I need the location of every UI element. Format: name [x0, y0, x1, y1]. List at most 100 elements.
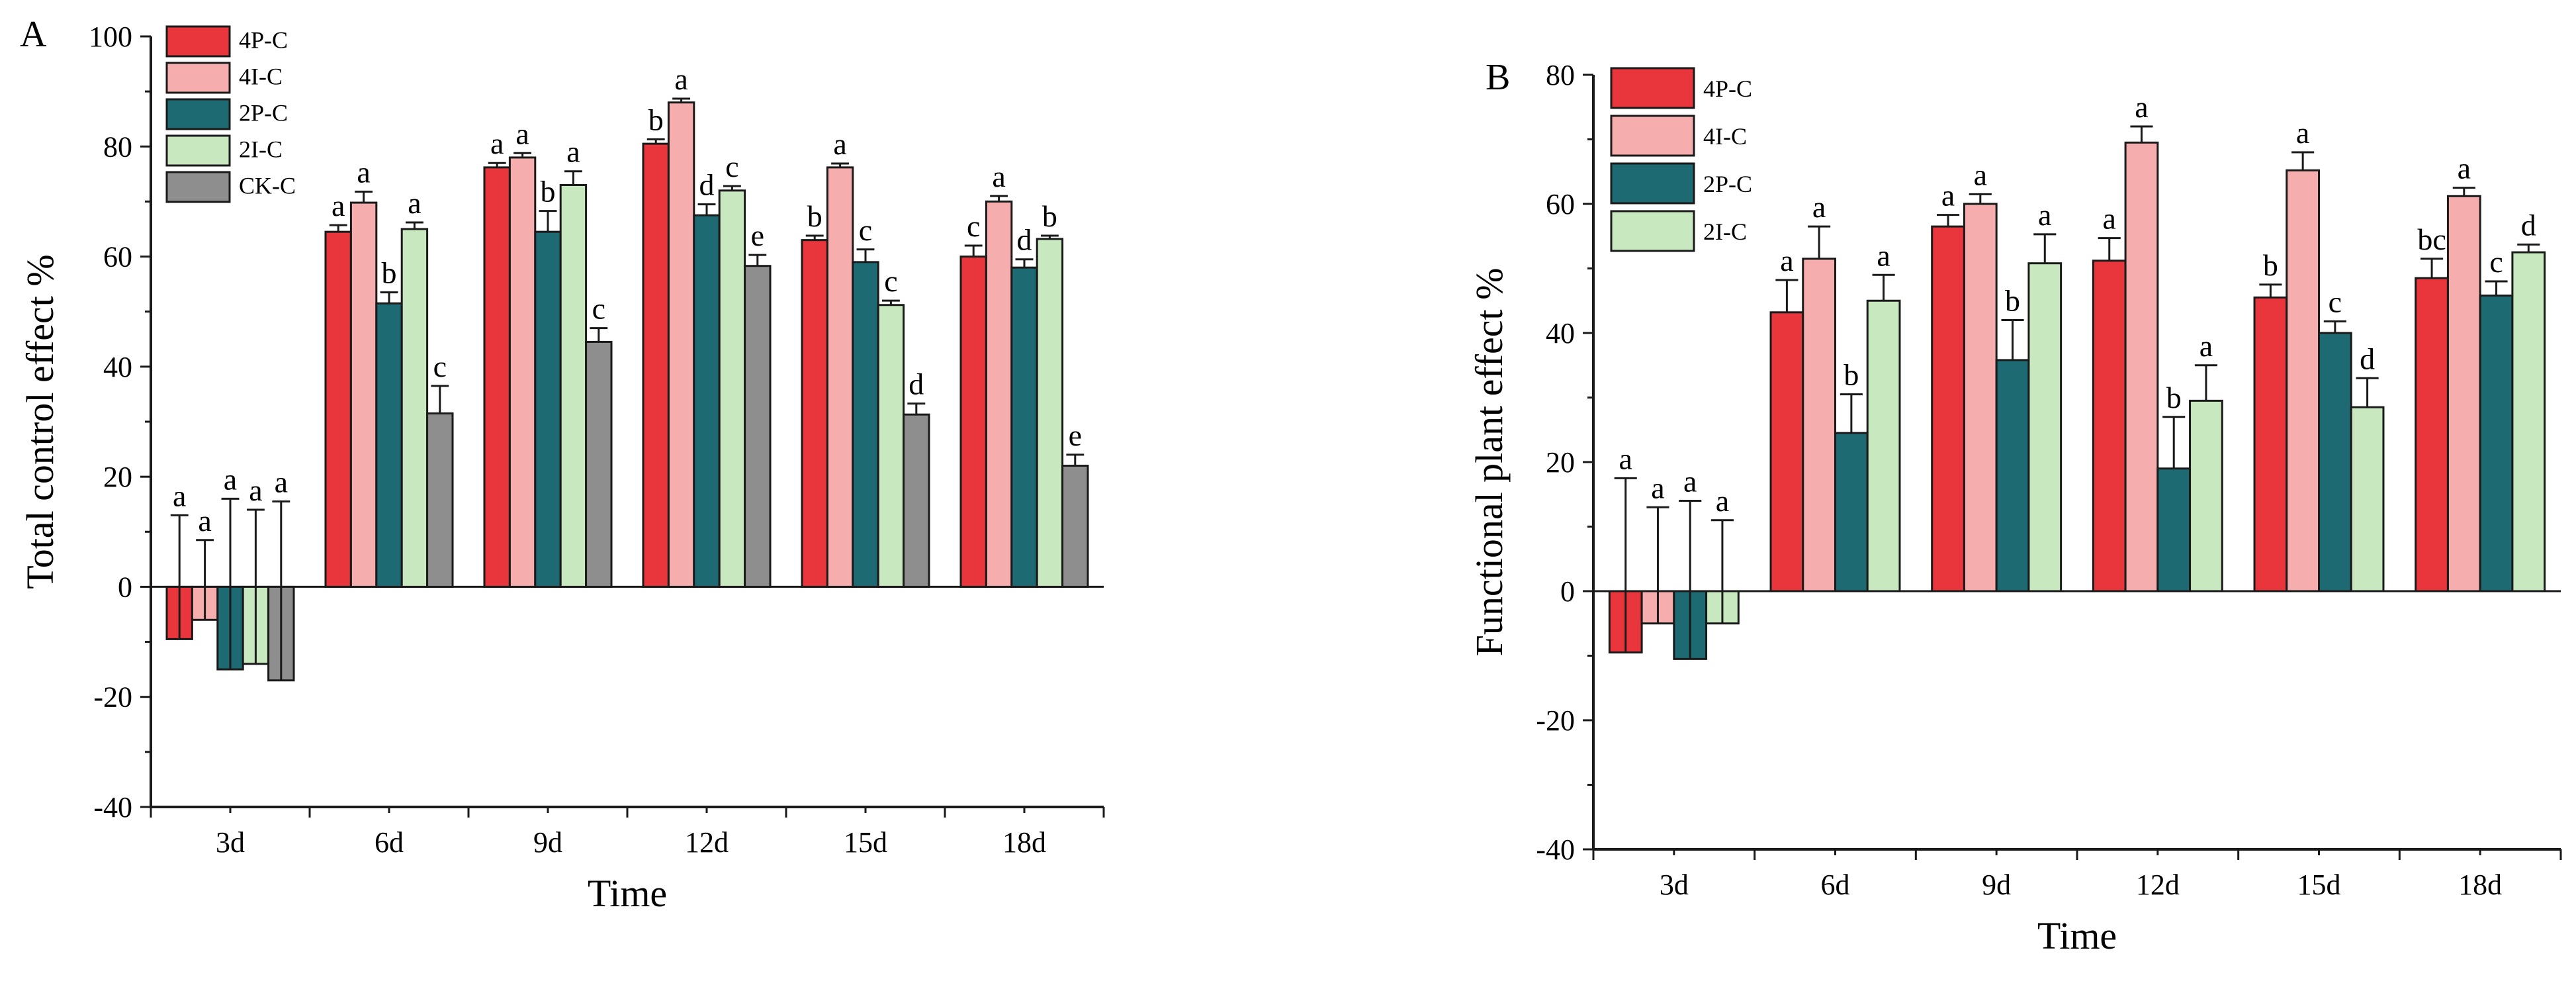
panel-b-bar: [2479, 294, 2514, 592]
panel-a-significance-letter: a: [674, 62, 688, 96]
panel-a-legend-label: 4P-C: [239, 26, 288, 53]
panel-b-bar: [2253, 296, 2288, 592]
panel-b-significance-letter: a: [2199, 329, 2213, 363]
panel-b-significance-letter: a: [1780, 244, 1793, 277]
panel-b-legend-swatch: [1610, 210, 1695, 252]
panel-a-significance-letter: c: [967, 209, 980, 243]
panel-b-bar: [1995, 359, 2030, 592]
panel-a-significance-letter: a: [357, 155, 370, 189]
panel-a-significance-letter: b: [541, 175, 556, 209]
panel-a-significance-letter: a: [833, 127, 846, 161]
panel-a-significance-letter: c: [592, 292, 605, 326]
panel-b-significance-letter: bc: [2417, 222, 2446, 256]
panel-b-legend-label: 4P-C: [1703, 75, 1752, 102]
panel-a-significance-letter: a: [332, 189, 345, 222]
panel-a-significance-letter: a: [490, 126, 504, 160]
panel-a-legend-label: 2I-C: [239, 136, 283, 162]
panel-a-ytick-label: 0: [118, 571, 132, 603]
panel-a-significance-letter: e: [1069, 418, 1082, 452]
panel-a-bar: [483, 166, 511, 588]
panel-b-bar: [1834, 432, 1869, 592]
panel-b-legend-swatch: [1610, 67, 1695, 109]
panel-b-ytick-label: -20: [1536, 704, 1575, 737]
panel-b-category-label: 18d: [2458, 869, 2502, 901]
panel-b-ytick-label: 60: [1546, 188, 1575, 220]
panel-a-bar: [508, 156, 537, 588]
panel-a-ytick-label: 40: [103, 351, 132, 383]
panel-a-bar: [1010, 266, 1038, 588]
panel-a-significance-letter: c: [725, 150, 738, 183]
panel-a-legend-swatch: [165, 62, 231, 94]
panel-a-significance-letter: e: [751, 218, 764, 252]
panel-a-category-label: 12d: [685, 826, 729, 859]
panel-b-significance-letter: a: [1716, 484, 1729, 518]
panel-a-ytick-label: 60: [103, 241, 132, 273]
panel-a-bar: [903, 413, 930, 588]
panel-a-bar: [744, 265, 772, 588]
panel-b-category-label: 15d: [2297, 869, 2341, 901]
panel-b-significance-letter: a: [2103, 202, 2116, 236]
panel-a-bar: [852, 261, 879, 588]
panel-b-bar: [2189, 399, 2223, 592]
panel-a-bar: [324, 230, 352, 588]
panel-b-x-axis-title: Time: [2037, 914, 2117, 957]
panel-b-significance-letter: a: [2038, 198, 2051, 232]
panel-a-bar: [375, 302, 403, 588]
panel-a-legend-label: 4I-C: [239, 63, 283, 89]
panel-a-bar: [349, 201, 378, 588]
panel-a-ytick-label: 80: [103, 130, 132, 163]
panel-b-bar: [1769, 311, 1804, 592]
panel-b-bar: [2511, 251, 2546, 592]
panel-a-significance-letter: c: [884, 264, 897, 298]
panel-b-bar: [2286, 169, 2320, 592]
panel-a-ytick-label: 20: [103, 461, 132, 493]
panel-a-significance-letter: a: [198, 504, 211, 538]
panel-b-significance-letter: a: [1877, 238, 1890, 272]
panel-a-significance-letter: b: [807, 199, 822, 233]
panel-b-significance-letter: a: [2135, 90, 2148, 124]
panel-b-significance-letter: b: [1843, 358, 1859, 392]
panel-b-significance-letter: b: [2005, 284, 2020, 318]
panel-b-bar: [1963, 203, 1998, 592]
panel-b-ytick-label: 80: [1546, 59, 1575, 91]
panel-b-bar: [2350, 406, 2385, 592]
panel-a-significance-letter: d: [909, 367, 924, 401]
panel-a-bar: [642, 142, 670, 588]
panel-a-significance-letter: b: [1042, 199, 1057, 233]
panel-a-bar: [400, 228, 429, 588]
panel-a-category-label: 6d: [375, 826, 404, 859]
panel-b-legend-swatch: [1610, 115, 1695, 157]
panel-b-significance-letter: a: [1974, 158, 1987, 191]
panel-b-ytick-label: -40: [1536, 833, 1575, 866]
panel-b-category-label: 9d: [1982, 869, 2011, 901]
panel-b-significance-letter: c: [2489, 245, 2503, 279]
panel-a-legend-swatch: [165, 98, 231, 130]
panel-a-bar: [877, 304, 905, 588]
panel-a-letter: A: [20, 14, 47, 55]
panel-a-legend-swatch: [165, 134, 231, 167]
panel-b-ytick-label: 20: [1546, 446, 1575, 479]
panel-b-significance-letter: a: [1651, 471, 1664, 504]
panel-a-bar: [718, 189, 746, 588]
panel-b-bar: [2446, 195, 2481, 592]
panel-a-legend-label: CK-C: [239, 172, 296, 199]
panel-a-significance-letter: b: [382, 256, 397, 290]
panel-a-y-axis-title: Total control effect %: [19, 254, 62, 589]
panel-b-category-label: 3d: [1660, 869, 1689, 901]
panel-a-bar: [667, 101, 695, 588]
panel-a-bar: [693, 214, 721, 588]
panel-b-bar: [2092, 260, 2127, 592]
panel-b-bar: [2124, 141, 2159, 592]
panel-a-bar: [559, 183, 588, 588]
panel-b-bar: [1802, 258, 1836, 592]
panel-a-bar: [1036, 238, 1064, 588]
panel-a-bar: [534, 230, 562, 588]
panel-b-significance-letter: a: [1683, 465, 1697, 498]
panel-b-significance-letter: b: [2263, 248, 2278, 282]
panel-a-ytick-label: 100: [89, 21, 132, 53]
panel-a-ytick-label: -20: [93, 681, 132, 714]
panel-a-legend-swatch: [165, 171, 231, 203]
panel-a-legend-label: 2P-C: [239, 99, 288, 126]
panel-b-significance-letter: c: [2329, 285, 2342, 318]
